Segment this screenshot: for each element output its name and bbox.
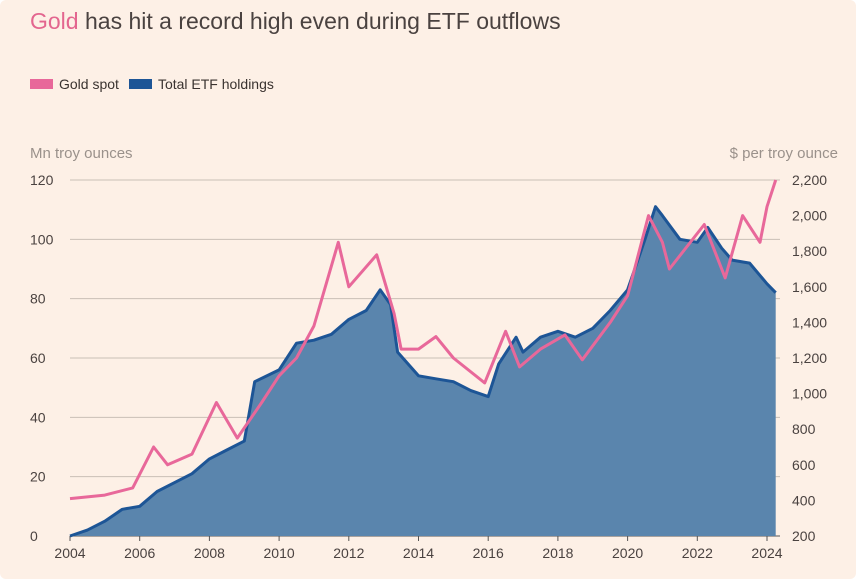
y-tick-right: 800 [792, 421, 816, 437]
x-tick-label: 2006 [124, 545, 155, 561]
y-tick-left: 0 [30, 528, 38, 544]
y-tick-right: 400 [792, 492, 816, 508]
y-tick-right: 2,000 [792, 208, 827, 224]
x-tick-label: 2010 [264, 545, 295, 561]
legend-label-gold: Gold spot [59, 76, 119, 92]
x-tick-label: 2008 [194, 545, 225, 561]
y-axis-label-right: $ per troy ounce [730, 145, 838, 162]
x-tick-label: 2014 [403, 545, 434, 561]
y-tick-right: 1,000 [792, 386, 827, 402]
y-tick-right: 1,600 [792, 279, 827, 295]
y-tick-right: 1,400 [792, 314, 827, 330]
chart-title: Gold has hit a record high even during E… [30, 8, 561, 35]
legend-swatch-etf [128, 79, 152, 89]
y-tick-right: 1,200 [792, 350, 827, 366]
x-tick-label: 2024 [751, 545, 782, 561]
y-tick-right: 200 [792, 528, 816, 544]
x-tick-label: 2022 [682, 545, 713, 561]
y-tick-right: 600 [792, 457, 816, 473]
legend-label-etf: Total ETF holdings [157, 76, 274, 92]
x-tick-label: 2020 [612, 545, 643, 561]
y-tick-right: 2,200 [792, 172, 827, 188]
etf-holdings-line [69, 205, 777, 538]
x-tick-label: 2018 [542, 545, 573, 561]
y-tick-left: 20 [30, 469, 46, 485]
y-tick-left: 60 [30, 350, 46, 366]
y-tick-left: 100 [30, 231, 54, 247]
title-highlight: Gold [30, 8, 79, 34]
x-tick-label: 2012 [333, 545, 364, 561]
y-tick-left: 120 [30, 172, 54, 188]
y-axis-label-left: Mn troy ounces [30, 145, 133, 162]
etf-holdings-area [70, 206, 776, 536]
gold-spot-line [69, 179, 778, 501]
legend-swatch-gold [30, 79, 53, 89]
x-tick-label: 2016 [473, 545, 504, 561]
x-tick-label: 2004 [54, 545, 85, 561]
y-tick-left: 80 [30, 291, 46, 307]
legend: Gold spot Total ETF holdings [30, 76, 274, 92]
y-tick-right: 1,800 [792, 243, 827, 259]
y-tick-left: 40 [30, 409, 46, 425]
title-rest: has hit a record high even during ETF ou… [78, 8, 561, 34]
